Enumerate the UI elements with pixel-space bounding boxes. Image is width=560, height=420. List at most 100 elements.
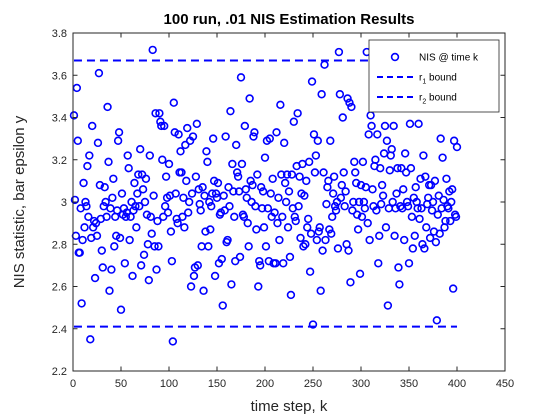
nis-point [218,301,227,310]
nis-point [205,197,214,207]
nis-point [95,180,105,190]
nis-point [79,178,88,188]
nis-point [433,210,442,219]
nis-point [283,223,293,232]
nis-point [243,218,252,228]
nis-point [360,204,370,213]
nis-point [275,235,284,245]
nis-point [211,189,221,198]
nis-point [182,176,191,186]
nis-point [345,98,354,107]
nis-point [159,212,168,221]
nis-point [438,153,447,162]
nis-point [199,286,208,295]
legend-entry-r2: r2 bound [419,93,457,106]
nis-point [396,202,405,211]
nis-point [231,256,240,266]
nis-point [213,178,223,188]
nis-point [87,121,97,131]
nis-point [141,174,151,183]
nis-point [97,246,107,255]
nis-point [157,121,166,131]
nis-point [245,94,254,103]
nis-point [220,206,229,215]
nis-point [224,183,233,192]
nis-point [131,202,140,211]
nis-point [130,178,139,188]
legend-r1-tail: bound [426,73,457,84]
nis-point [403,202,413,211]
nis-point [385,166,394,175]
nis-point [451,212,461,221]
nis-point [285,252,295,262]
nis-point [148,45,157,55]
nis-point [181,140,190,150]
nis-point [381,223,391,232]
nis-point [246,176,255,186]
nis-point [110,242,119,251]
nis-point [84,212,93,221]
nis-point [387,144,396,154]
nis-point [310,168,320,177]
nis-point [123,151,132,160]
nis-point [186,282,196,291]
nis-point [407,212,417,221]
legend-r2-base: r [419,93,423,104]
nis-point [120,259,130,268]
nis-point [376,164,385,173]
nis-point [83,161,92,171]
nis-point [244,242,253,251]
nis-point [331,206,341,215]
nis-point [75,248,84,257]
nis-point [270,208,279,217]
nis-point [173,218,182,228]
nis-point [293,109,302,118]
nis-point [447,197,456,207]
nis-point [152,265,161,274]
nis-point [105,286,114,295]
nis-point [394,263,403,272]
nis-point [273,218,282,228]
nis-point [114,128,124,137]
nis-point [415,214,424,224]
nis-point [253,170,262,179]
nis-point [81,197,90,207]
nis-point [257,204,267,213]
nis-point [319,168,328,177]
nis-point [382,136,392,145]
legend-marker-circle [390,52,400,62]
nis-point [192,119,202,129]
nis-point [427,206,437,215]
nis-point [203,157,212,167]
nis-point [198,183,207,192]
nis-point [100,183,109,192]
nis-point [296,233,305,243]
nis-point [367,121,376,131]
nis-point [295,172,304,181]
nis-point [337,180,346,190]
nis-point [169,98,179,107]
nis-point [301,240,310,249]
nis-point [302,176,311,186]
nis-point [250,128,259,137]
legend: NIS @ time k r1 bound r2 bound [368,39,500,113]
nis-point [340,202,349,211]
nis-point [432,316,442,325]
nis-point [318,246,327,255]
nis-point [436,134,445,143]
nis-point [80,223,89,232]
nis-point [144,275,154,285]
nis-point [69,111,79,120]
nis-point [350,157,359,167]
nis-point [207,202,216,211]
nis-point [189,271,199,281]
y-tick-label: 3.2 [52,155,67,167]
nis-point [289,117,298,126]
nis-point [300,191,309,200]
nis-point [274,193,283,202]
nis-point [188,132,198,141]
nis-point [442,174,451,183]
legend-r2-subscript: 2 [422,99,426,106]
nis-point [419,151,428,160]
